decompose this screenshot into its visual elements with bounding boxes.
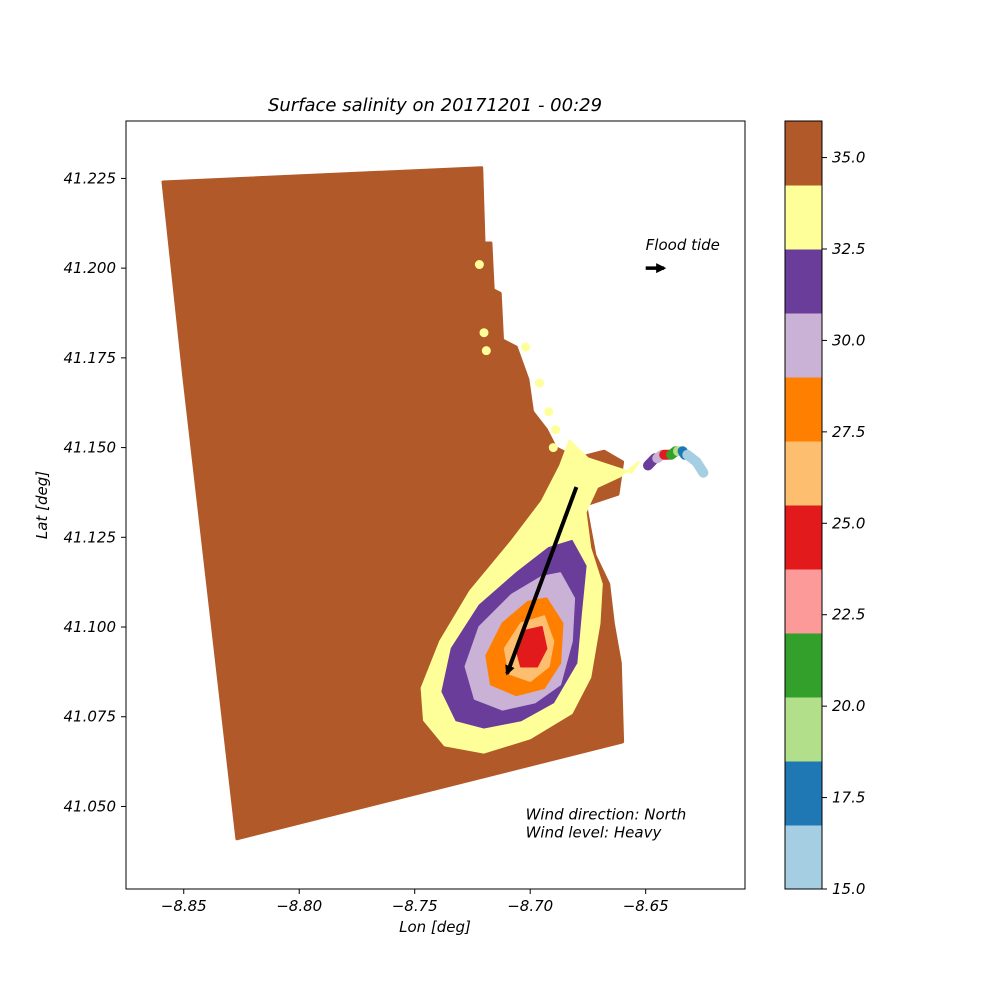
flood-tide-label: Flood tide: [646, 236, 720, 254]
colorbar-tick-label: 27.5: [832, 423, 865, 441]
coastal-dot-4: [534, 378, 544, 388]
colorbar-bin-6: [785, 441, 822, 506]
colorbar-bin-2: [785, 697, 822, 762]
plot-frame: [125, 120, 746, 890]
coastal-dot-7: [548, 443, 558, 453]
colorbar-bin-0: [785, 825, 822, 890]
x-tick-label: −8.75: [392, 897, 438, 915]
colorbar-bin-11: [785, 121, 822, 186]
colorbar-tick-label: 22.5: [832, 606, 865, 624]
x-tick-label: −8.85: [161, 897, 207, 915]
coastal-dot-1: [479, 328, 489, 338]
y-tick-label: 41.175: [64, 349, 117, 367]
y-tick-label: 41.150: [64, 439, 117, 457]
colorbar-tick-label: 15.0: [832, 880, 865, 898]
plume-layer: [420, 439, 640, 754]
colorbar-bin-1: [785, 761, 822, 826]
x-axis: −8.85 −8.80 −8.75 −8.70 −8.65: [161, 889, 669, 915]
x-tick-label: −8.65: [623, 897, 669, 915]
y-tick-label: 41.125: [64, 528, 117, 546]
coastal-dot-6: [551, 425, 561, 435]
x-tick-label: −8.80: [276, 897, 322, 915]
coastal-dot-2: [481, 346, 491, 356]
wind-level-label: Wind level: Heavy: [526, 824, 663, 842]
colorbar-tick-label: 20.0: [832, 697, 865, 715]
colorbar-tick-label: 17.5: [832, 789, 865, 807]
colorbar-bin-4: [785, 569, 822, 634]
y-axis: 41.050 41.075 41.100 41.125 41.150 41.175 41.2…: [64, 169, 126, 815]
coastal-dot-5: [544, 407, 554, 417]
coastal-dots: [474, 260, 561, 453]
colorbar: 15.0 17.5 20.0 22.5 25.0 27.5 30.0 32.5 35.0: [784, 120, 865, 898]
coastal-dot-0: [474, 260, 484, 270]
x-tick-label: −8.70: [507, 897, 553, 915]
colorbar-bin-10: [785, 185, 822, 250]
colorbar-bin-5: [785, 505, 822, 570]
colorbar-bin-9: [785, 249, 822, 314]
colorbar-tick-label: 35.0: [832, 149, 865, 167]
colorbar-bin-8: [785, 313, 822, 378]
y-tick-label: 41.225: [64, 169, 117, 187]
chart-title: Surface salinity on 20171201 - 00:29: [268, 95, 602, 116]
plume-region-5: [515, 626, 548, 668]
y-axis-label: Lat [deg]: [33, 471, 51, 539]
y-tick-label: 41.100: [64, 618, 117, 636]
wind-vector-arrow: [505, 486, 579, 676]
plot-area: Flood tide Wind direction: North Wind le…: [161, 166, 720, 842]
x-axis-label: Lon [deg]: [399, 918, 471, 936]
coastal-dot-3: [521, 342, 531, 352]
y-tick-label: 41.050: [64, 797, 117, 815]
y-tick-label: 41.200: [64, 259, 117, 277]
colorbar-frame: [784, 120, 823, 890]
colorbar-tick-label: 32.5: [832, 240, 865, 258]
colorbar-bin-3: [785, 633, 822, 698]
colorbar-bin-7: [785, 377, 822, 442]
colorbar-tick-label: 30.0: [832, 331, 865, 349]
wind-direction-label: Wind direction: North: [526, 806, 687, 824]
estuary-layer: [643, 446, 709, 478]
y-tick-label: 41.075: [64, 708, 117, 726]
estuary-segment-6: [682, 449, 709, 478]
colorbar-tick-label: 25.0: [832, 514, 865, 532]
